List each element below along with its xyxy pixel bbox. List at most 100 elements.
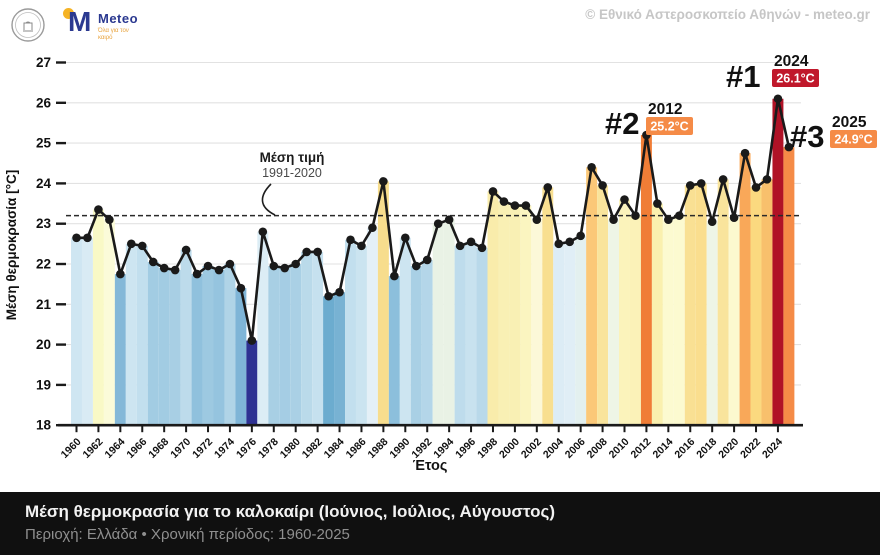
data-point-1965 xyxy=(127,239,136,249)
year-bar-1971 xyxy=(191,274,203,426)
x-tick-label: 2024 xyxy=(760,436,785,461)
data-point-1978 xyxy=(269,261,279,271)
year-bar-2015 xyxy=(673,215,685,426)
year-bar-2022 xyxy=(750,187,762,426)
data-point-1969 xyxy=(170,265,180,275)
mean-period-label: 1991-2020 xyxy=(262,166,322,180)
rank-year: 2012 xyxy=(648,101,682,118)
year-bar-2024 xyxy=(772,98,784,426)
data-point-1967 xyxy=(148,257,158,267)
x-tick-label: 1974 xyxy=(212,436,237,461)
temperature-badge xyxy=(830,130,877,148)
year-bar-2001 xyxy=(520,205,532,426)
year-bar-2006 xyxy=(575,235,587,426)
year-bar-1975 xyxy=(235,288,247,426)
x-tick-label: 1986 xyxy=(344,436,369,461)
data-point-1970 xyxy=(181,245,191,255)
x-tick-label: 1996 xyxy=(453,436,478,461)
year-bar-1995 xyxy=(454,245,466,426)
year-bar-1965 xyxy=(125,243,137,426)
data-point-2024 xyxy=(773,94,783,104)
year-bar-2005 xyxy=(564,241,576,426)
year-bar-1992 xyxy=(421,259,433,426)
year-bar-2019 xyxy=(717,179,729,426)
data-point-2014 xyxy=(664,215,673,224)
data-point-1966 xyxy=(137,241,147,251)
x-tick-label: 2014 xyxy=(650,436,675,461)
year-bar-1967 xyxy=(147,261,159,426)
year-bar-2023 xyxy=(761,179,773,426)
x-tick-label: 1970 xyxy=(168,436,193,461)
meteo-logo-tagline: Όλα για τον καιρό xyxy=(98,28,129,41)
data-point-1984 xyxy=(335,287,344,297)
data-point-1991 xyxy=(411,261,421,271)
year-bar-2008 xyxy=(597,185,609,426)
data-point-2013 xyxy=(653,199,662,208)
meteo-logo-wordmark: Meteo xyxy=(98,11,139,26)
year-bar-1984 xyxy=(334,292,346,426)
meteo-logo-sun-dot-icon xyxy=(63,8,74,19)
year-bar-1964 xyxy=(114,274,126,426)
data-point-2011 xyxy=(631,211,640,220)
rank-number: #2 xyxy=(605,106,639,141)
year-bar-2000 xyxy=(509,205,521,426)
year-bar-1980 xyxy=(290,264,302,426)
year-bar-1989 xyxy=(388,276,400,426)
year-bar-1960 xyxy=(71,237,82,426)
year-bar-2014 xyxy=(662,219,674,426)
y-tick-label: 22 xyxy=(36,257,51,272)
year-bar-2025 xyxy=(783,147,795,426)
year-bar-1963 xyxy=(103,219,115,426)
year-bar-1981 xyxy=(301,251,313,426)
data-point-1964 xyxy=(116,269,125,279)
x-tick-label: 1978 xyxy=(256,436,281,461)
x-tick-label: 1998 xyxy=(475,436,500,461)
y-axis-label: Μέση θερμοκρασία [°C] xyxy=(4,170,19,320)
rank-annotation-2025: #3 2025 24.9°C xyxy=(790,114,877,154)
rank-year: 2025 xyxy=(832,114,867,131)
x-tick-label: 1966 xyxy=(124,436,149,461)
copyright-text: © Εθνικό Αστεροσκοπείο Αθηνών - meteo.gr xyxy=(585,7,870,22)
rank-annotation-2012: #2 2012 25.2°C xyxy=(605,101,693,141)
year-bar-1976 xyxy=(246,340,258,426)
data-point-2010 xyxy=(620,195,629,204)
data-point-2017 xyxy=(696,179,706,188)
year-bar-1972 xyxy=(202,266,214,426)
year-bar-1961 xyxy=(81,237,93,426)
data-point-2023 xyxy=(762,175,772,184)
data-point-1987 xyxy=(368,223,377,233)
data-point-2003 xyxy=(543,183,553,192)
year-bar-2018 xyxy=(706,221,718,426)
data-point-2025 xyxy=(784,142,794,152)
chart-subtitle: Περιοχή: Ελλάδα • Χρονική περίοδος: 1960… xyxy=(25,526,350,543)
data-point-1983 xyxy=(324,291,333,301)
data-point-2005 xyxy=(565,237,574,247)
y-tick-label: 26 xyxy=(36,95,52,110)
x-axis-label: Έτος xyxy=(413,458,448,474)
x-tick-label: 1972 xyxy=(190,436,215,461)
year-bar-1973 xyxy=(213,270,225,426)
y-tick-label: 21 xyxy=(36,297,52,312)
data-point-1974 xyxy=(225,259,235,269)
year-bar-1982 xyxy=(312,251,324,426)
data-point-1971 xyxy=(192,269,202,279)
year-bar-1988 xyxy=(377,181,389,426)
data-point-2000 xyxy=(510,201,520,210)
year-bar-2016 xyxy=(684,185,696,426)
data-point-1960 xyxy=(72,233,81,243)
meteo-logo-m-icon: M xyxy=(68,6,91,37)
temperature-badge-value: 25.2°C xyxy=(650,120,688,134)
year-bar-1987 xyxy=(366,227,378,426)
data-point-2015 xyxy=(675,211,684,220)
year-bar-2020 xyxy=(728,217,740,426)
data-point-2022 xyxy=(751,183,761,192)
data-point-2004 xyxy=(554,239,564,249)
data-point-1980 xyxy=(291,259,301,269)
year-bar-1991 xyxy=(410,266,422,426)
data-point-2002 xyxy=(532,215,542,224)
year-bar-2011 xyxy=(629,215,641,426)
data-point-1995 xyxy=(455,241,465,251)
x-tick-label: 1984 xyxy=(322,436,347,461)
year-bar-2013 xyxy=(651,203,663,426)
